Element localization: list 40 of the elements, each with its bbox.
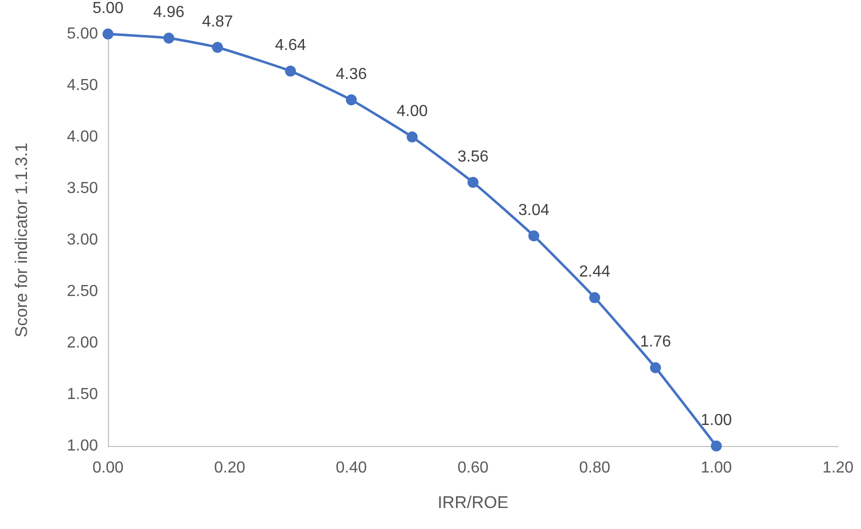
point (528, 230, 540, 242)
x-tick-label: 1.20 (822, 460, 854, 476)
y-tick-label: 1.00 (66, 438, 98, 454)
x-tick-label: 0.80 (579, 460, 610, 476)
data-label: 4.96 (153, 4, 185, 22)
data-label: 2.44 (579, 264, 610, 281)
y-tick-label: 4.50 (66, 77, 98, 94)
data-label: 3.56 (457, 148, 489, 166)
y-tick-label: 2.00 (66, 334, 98, 352)
point (589, 292, 600, 304)
y-tick-label: 3.00 (66, 232, 98, 248)
x-tick-label: 0.40 (336, 460, 368, 476)
point (710, 440, 722, 452)
x-tick-label: 1.00 (700, 460, 732, 476)
data-label: 4.64 (274, 37, 306, 54)
data-label: 5.00 (92, 0, 124, 17)
point (406, 132, 418, 142)
data-label: 1.76 (640, 334, 672, 351)
point (163, 32, 174, 44)
data-label: 4.87 (202, 13, 234, 30)
data-label: 1.00 (700, 412, 732, 429)
point (102, 28, 114, 40)
point (346, 94, 357, 106)
y-tick-label: 1.50 (66, 386, 98, 403)
data-label: 4.00 (396, 103, 428, 120)
data-label: 3.04 (518, 202, 550, 219)
x-tick-label: 0.20 (214, 460, 246, 476)
y-tick-label: 5.00 (66, 26, 98, 42)
y-tick-label: 2.50 (66, 283, 98, 300)
x-axis-title: IRR/ROE (438, 493, 508, 512)
x-tick-label: 0.60 (457, 460, 489, 476)
point (650, 362, 661, 374)
point (212, 42, 223, 53)
point (468, 176, 478, 188)
y-tick-label: 3.50 (66, 180, 98, 197)
y-axis-title: Score for indicator 1.1.3.1 (12, 142, 31, 338)
x-tick-label: 0.00 (92, 460, 124, 476)
data-label: 4.36 (336, 66, 368, 83)
y-tick-label: 4.00 (66, 128, 98, 146)
point (285, 66, 296, 77)
